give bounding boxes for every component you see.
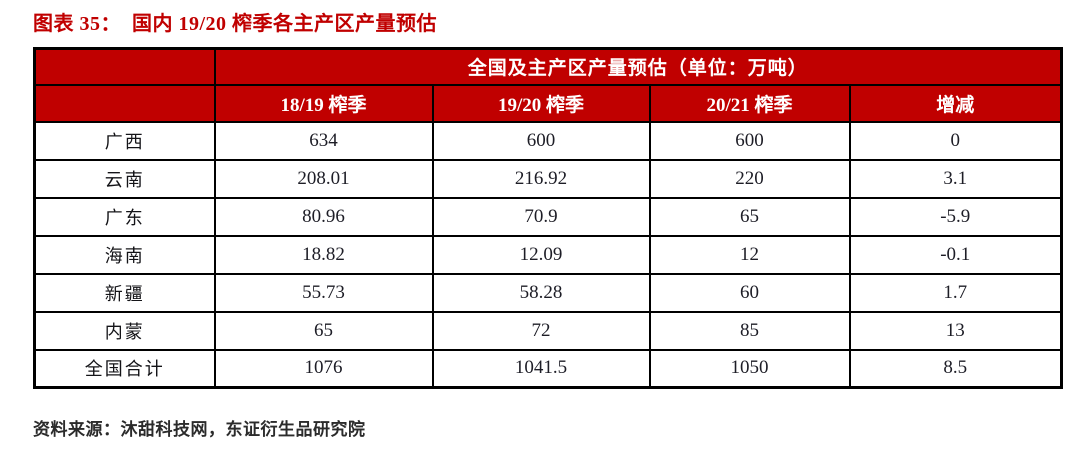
table-row-xinjiang: 新疆 55.73 58.28 60 1.7 [33, 272, 1063, 313]
group-header-row: 全国及主产区产量预估（单位：万吨） [33, 47, 1063, 86]
column-header-change: 增减 [848, 83, 1063, 123]
row-label: 云南 [33, 158, 216, 199]
cell-value: 60 [648, 272, 851, 313]
cell-value: 80.96 [213, 196, 434, 237]
production-estimate-table: 全国及主产区产量预估（单位：万吨） 18/19 榨季 19/20 榨季 20/2… [33, 47, 1064, 389]
cell-value: 65 [213, 310, 434, 351]
cell-value: 600 [648, 120, 851, 161]
row-label: 广东 [33, 196, 216, 237]
column-header-row: 18/19 榨季 19/20 榨季 20/21 榨季 增减 [33, 83, 1063, 123]
row-label: 全国合计 [33, 348, 216, 389]
cell-value: 55.73 [213, 272, 434, 313]
cell-value: 208.01 [213, 158, 434, 199]
cell-value: 13 [848, 310, 1063, 351]
figure-title: 图表 35： 国内 19/20 榨季各主产区产量预估 [33, 13, 438, 35]
cell-value: 1.7 [848, 272, 1063, 313]
cell-value: -0.1 [848, 234, 1063, 275]
cell-value: 8.5 [848, 348, 1063, 389]
cell-value: 72 [431, 310, 651, 351]
table-row-hainan: 海南 18.82 12.09 12 -0.1 [33, 234, 1063, 275]
cell-value: 1050 [648, 348, 851, 389]
row-label: 海南 [33, 234, 216, 275]
table-row-guangxi: 广西 634 600 600 0 [33, 120, 1063, 161]
column-header-season-1819: 18/19 榨季 [213, 83, 434, 123]
cell-value: 85 [648, 310, 851, 351]
cell-value: 220 [648, 158, 851, 199]
cell-value: 12 [648, 234, 851, 275]
row-label-header-blank [33, 83, 216, 123]
cell-value: 634 [213, 120, 434, 161]
cell-value: 1076 [213, 348, 434, 389]
cell-value: 70.9 [431, 196, 651, 237]
column-header-season-2021: 20/21 榨季 [648, 83, 851, 123]
row-label: 内蒙 [33, 310, 216, 351]
table-row-national-total: 全国合计 1076 1041.5 1050 8.5 [33, 348, 1063, 389]
row-label: 广西 [33, 120, 216, 161]
row-label: 新疆 [33, 272, 216, 313]
cell-value: 12.09 [431, 234, 651, 275]
table-row-yunnan: 云南 208.01 216.92 220 3.1 [33, 158, 1063, 199]
cell-value: 18.82 [213, 234, 434, 275]
cell-value: 1041.5 [431, 348, 651, 389]
source-note: 资料来源：沐甜科技网，东证衍生品研究院 [33, 420, 366, 439]
cell-value: 65 [648, 196, 851, 237]
table-row-neimeng: 内蒙 65 72 85 13 [33, 310, 1063, 351]
corner-blank-cell [33, 47, 216, 86]
column-header-season-1920: 19/20 榨季 [431, 83, 651, 123]
cell-value: 0 [848, 120, 1063, 161]
cell-value: 58.28 [431, 272, 651, 313]
cell-value: 216.92 [431, 158, 651, 199]
table-row-guangdong: 广东 80.96 70.9 65 -5.9 [33, 196, 1063, 237]
cell-value: -5.9 [848, 196, 1063, 237]
cell-value: 600 [431, 120, 651, 161]
cell-value: 3.1 [848, 158, 1063, 199]
group-header-cell: 全国及主产区产量预估（单位：万吨） [213, 47, 1063, 86]
